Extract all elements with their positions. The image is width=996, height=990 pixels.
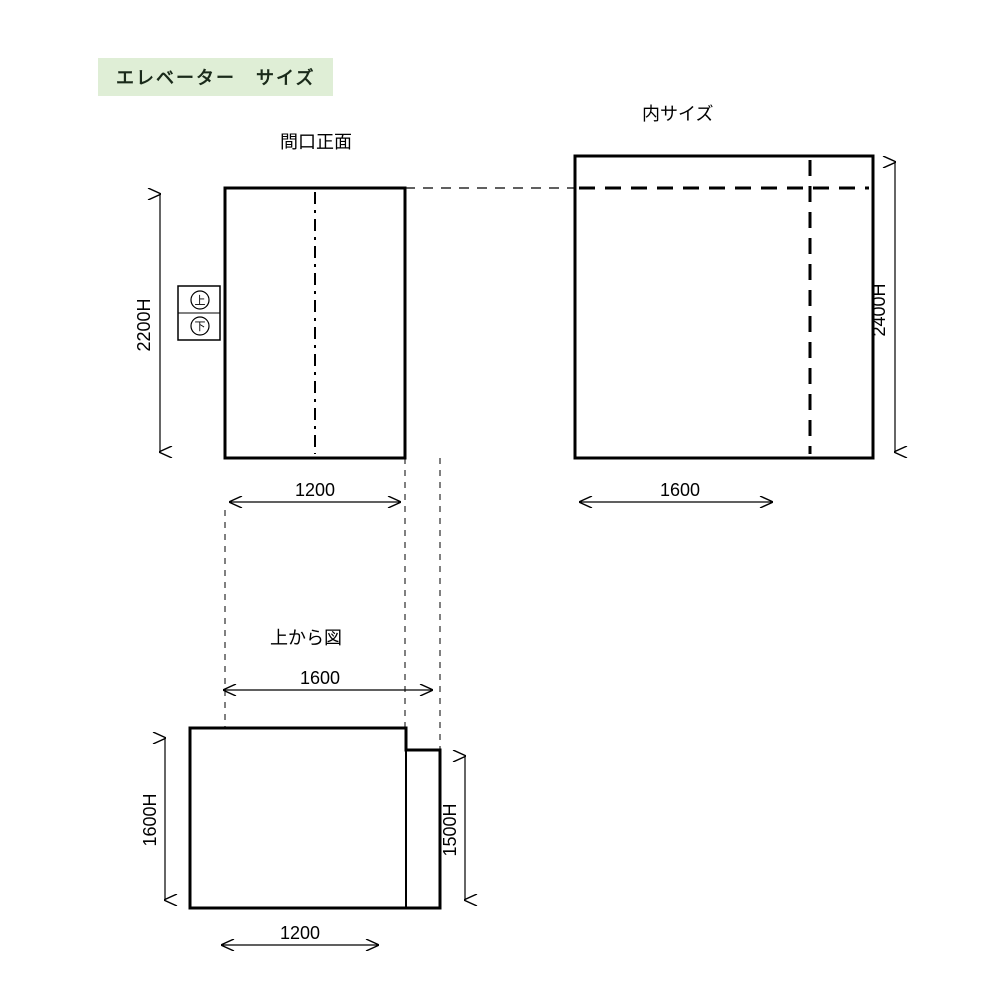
- front-width-value: 1200: [295, 480, 335, 500]
- inner-height-value: 2400H: [869, 283, 889, 336]
- down-button-label: 下: [195, 321, 206, 333]
- up-button-label: 上: [195, 294, 206, 307]
- inner-width-value: 1600: [660, 480, 700, 500]
- diagram-svg: 上 下 1200 2200H 1600 2400H 1600: [0, 0, 996, 990]
- front-height-value: 2200H: [134, 298, 154, 351]
- topdown-height-right-value: 1500H: [440, 803, 460, 856]
- topdown-width-top-value: 1600: [300, 668, 340, 688]
- topdown-outline: [190, 728, 440, 908]
- topdown-height-left-value: 1600H: [140, 793, 160, 846]
- page-root: エレベーター サイズ 間口正面 内サイズ 上から図 上: [0, 0, 996, 990]
- inner-box: [575, 156, 873, 458]
- topdown-width-bot-value: 1200: [280, 923, 320, 943]
